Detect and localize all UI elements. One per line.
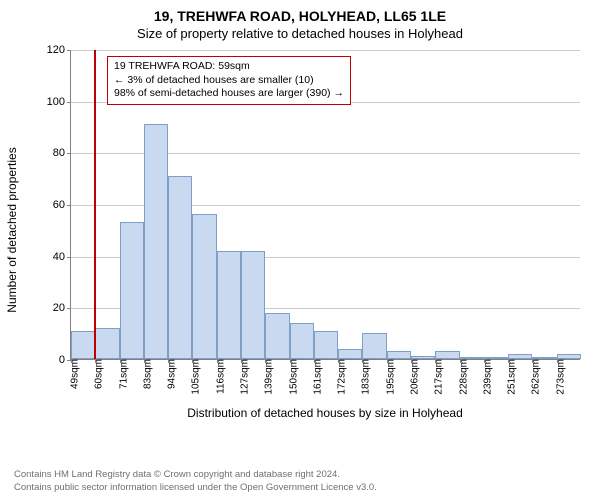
xtick-label: 251sqm [503,359,518,395]
y-axis-label: Number of detached properties [5,147,19,312]
xtick-label: 217sqm [430,359,445,395]
x-axis-label: Distribution of detached houses by size … [70,406,580,466]
histogram-bar [241,251,265,360]
xtick-label: 94sqm [163,359,178,389]
xtick-label: 239sqm [478,359,493,395]
ytick-label: 40 [53,251,71,263]
histogram-bar [192,214,216,359]
xtick-label: 116sqm [211,359,226,394]
ytick-label: 100 [47,96,71,108]
footer-line1: Contains HM Land Registry data © Crown c… [14,469,377,481]
xtick-label: 49sqm [66,359,81,389]
histogram-bar [314,331,338,359]
histogram-bar [144,124,168,359]
xtick-label: 262sqm [527,359,542,395]
chart-container: 19, TREHWFA ROAD, HOLYHEAD, LL65 1LE Siz… [0,0,600,500]
xtick-label: 71sqm [114,359,129,389]
histogram-bar [338,349,362,359]
xtick-label: 228sqm [454,359,469,395]
footer-line2: Contains public sector information licen… [14,482,377,494]
histogram-bar [71,331,95,359]
annotation-box: 19 TREHWFA ROAD: 59sqm ← 3% of detached … [107,56,351,105]
xtick-label: 161sqm [308,359,323,395]
xtick-label: 206sqm [406,359,421,395]
xtick-label: 105sqm [187,359,202,395]
title-main: 19, TREHWFA ROAD, HOLYHEAD, LL65 1LE [0,0,600,24]
xtick-label: 195sqm [381,359,396,395]
title-sub: Size of property relative to detached ho… [0,24,600,41]
histogram-bar [435,351,459,359]
plot-area: 02040608010012049sqm60sqm71sqm83sqm94sqm… [70,50,580,360]
xtick-label: 60sqm [90,359,105,389]
xtick-label: 183sqm [357,359,372,395]
histogram-bar [120,222,144,359]
histogram-bar [290,323,314,359]
ytick-label: 60 [53,199,71,211]
xtick-label: 127sqm [236,359,251,395]
histogram-bar [362,333,386,359]
xtick-label: 150sqm [284,359,299,395]
ytick-label: 20 [53,302,71,314]
xtick-label: 139sqm [260,359,275,395]
xtick-label: 83sqm [138,359,153,389]
marker-line [94,50,96,359]
gridline [71,50,580,51]
annotation-line3: 98% of semi-detached houses are larger (… [114,87,344,101]
ytick-label: 120 [47,44,71,56]
ytick-label: 80 [53,147,71,159]
histogram-bar [168,176,192,359]
xtick-label: 172sqm [333,359,348,395]
histogram-bar [217,251,241,360]
histogram-bar [265,313,289,360]
histogram-bar [95,328,119,359]
annotation-line1: 19 TREHWFA ROAD: 59sqm [114,60,344,74]
xtick-label: 273sqm [551,359,566,395]
chart-wrapper: Number of detached properties 0204060801… [30,50,585,410]
histogram-bar [387,351,411,359]
annotation-line2: ← 3% of detached houses are smaller (10) [114,74,344,88]
footer: Contains HM Land Registry data © Crown c… [14,469,377,494]
